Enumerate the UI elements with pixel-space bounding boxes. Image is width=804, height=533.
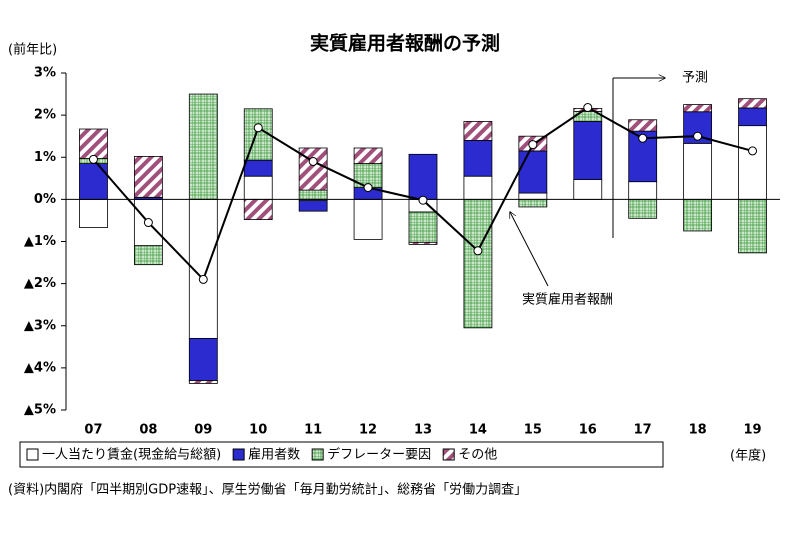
bar-segment xyxy=(628,130,658,183)
line-marker xyxy=(638,133,648,143)
bar-segment xyxy=(573,121,603,180)
y-tick-label: ▲4% xyxy=(24,360,56,375)
legend-swatch xyxy=(26,448,39,461)
x-tick-label: 15 xyxy=(524,423,542,438)
bar-segment xyxy=(188,93,218,200)
x-tick-label: 11 xyxy=(304,423,322,438)
x-tick-label: 10 xyxy=(249,423,267,438)
line-annotation: 実質雇用者報酬 xyxy=(522,292,613,308)
bar-segment xyxy=(518,198,548,208)
legend-label: その他 xyxy=(458,448,497,463)
y-axis-label: (前年比) xyxy=(8,42,57,58)
x-tick-label: 16 xyxy=(579,423,597,438)
line-marker xyxy=(693,131,703,141)
line-marker xyxy=(528,140,538,150)
bar-segment xyxy=(79,163,108,200)
legend-label: 一人当たり賃金(現金給与総額) xyxy=(42,447,221,463)
bar-segment xyxy=(683,142,713,200)
legend-swatch xyxy=(442,448,455,461)
bar-segment xyxy=(738,125,767,200)
bar-segment xyxy=(628,119,658,132)
y-tick-label: 0% xyxy=(34,192,56,207)
line-marker xyxy=(88,154,98,164)
forecast-label: 予測 xyxy=(682,71,708,86)
bar-segment xyxy=(738,198,767,254)
line-marker xyxy=(363,183,373,193)
bar-segment xyxy=(353,198,383,240)
x-tick-label: 17 xyxy=(634,423,652,438)
line-marker xyxy=(473,246,483,256)
y-tick-label: ▲1% xyxy=(24,234,56,249)
y-tick-label: ▲5% xyxy=(24,403,56,418)
legend-label: 雇用者数 xyxy=(248,447,300,463)
line-marker xyxy=(143,218,153,228)
x-tick-label: 08 xyxy=(139,423,157,438)
y-tick-label: ▲2% xyxy=(24,276,56,291)
bar-segment xyxy=(79,198,108,228)
x-tick-label: 09 xyxy=(194,423,212,438)
bar-segment xyxy=(463,198,493,329)
bar-segment xyxy=(188,337,218,381)
y-tick-label: 2% xyxy=(34,108,56,123)
bar-segment xyxy=(298,189,328,200)
bar-segment xyxy=(79,128,108,159)
x-tick-label: 13 xyxy=(414,423,432,438)
bar-segment xyxy=(133,156,163,198)
bar-segment xyxy=(738,98,767,109)
bar-segment xyxy=(463,175,493,200)
bar-segment xyxy=(738,107,767,127)
bar-segment xyxy=(243,159,273,177)
x-tick-label: 12 xyxy=(359,423,377,438)
bar-segment xyxy=(518,150,548,194)
source-note: (資料)内閣府「四半期別GDP速報」、厚生労働省「毎月勤労統計」、総務省「労働力… xyxy=(8,482,527,498)
bar-segment xyxy=(408,241,438,245)
bar-segment xyxy=(243,175,273,200)
bar-segment xyxy=(408,153,438,200)
line-marker xyxy=(583,103,593,113)
x-tick-label: 07 xyxy=(84,423,102,438)
bar-segment xyxy=(243,198,273,220)
bar-segment xyxy=(573,179,603,200)
y-tick-label: 1% xyxy=(34,150,56,165)
bar-segment xyxy=(188,380,218,384)
line-marker xyxy=(748,146,758,156)
chart-title: 実質雇用者報酬の予測 xyxy=(310,32,500,55)
bar-segment xyxy=(628,181,658,200)
line-marker xyxy=(198,274,208,284)
line-marker xyxy=(418,195,428,205)
bar-segment xyxy=(463,121,493,141)
bar-segment xyxy=(408,211,438,243)
bar-segment xyxy=(628,198,658,219)
legend: 一人当たり賃金(現金給与総額) 雇用者数 デフレーター要因 その他 xyxy=(19,441,664,468)
bar-segment xyxy=(463,139,493,177)
x-axis-label: (年度) xyxy=(730,448,766,464)
bar-segment xyxy=(518,192,548,200)
legend-swatch xyxy=(311,448,324,461)
line-marker xyxy=(253,123,263,133)
bar-segment xyxy=(683,104,713,113)
legend-box xyxy=(19,441,664,468)
y-tick-label: 3% xyxy=(34,66,56,81)
x-tick-label: 19 xyxy=(743,423,761,438)
bar-segment xyxy=(133,245,163,266)
x-tick-label: 18 xyxy=(689,423,707,438)
y-tick-label: ▲3% xyxy=(24,318,56,333)
annotation-arrow xyxy=(510,212,549,287)
x-tick-label: 14 xyxy=(469,423,487,438)
line-marker xyxy=(308,156,318,166)
bar-segment xyxy=(298,200,328,212)
bar-segment xyxy=(353,147,383,164)
bar-segment xyxy=(683,198,713,232)
legend-label: デフレーター要因 xyxy=(327,447,431,463)
legend-swatch xyxy=(232,448,245,461)
